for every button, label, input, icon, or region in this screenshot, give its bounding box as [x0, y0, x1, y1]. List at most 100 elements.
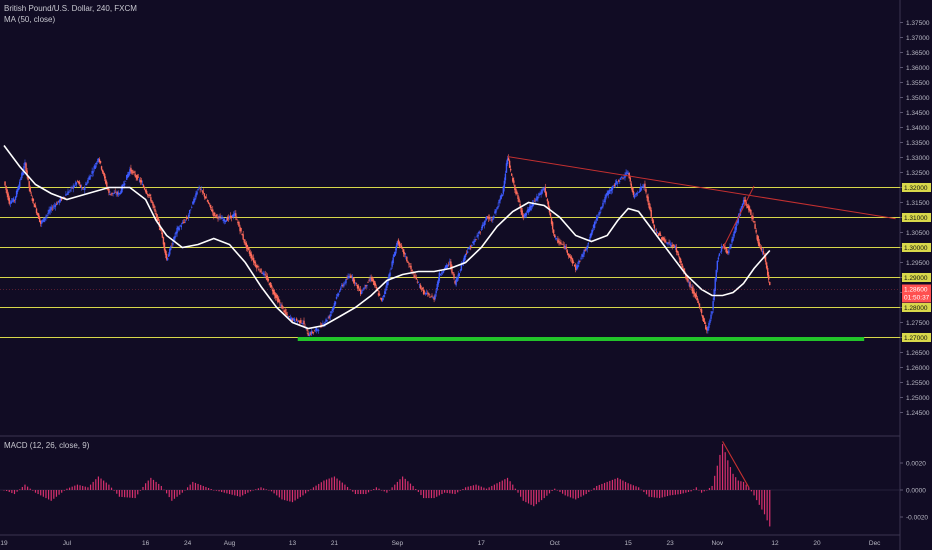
candle-body	[230, 215, 233, 218]
candle-body	[515, 188, 517, 194]
macd-histogram-bar	[394, 484, 396, 490]
candle-body	[92, 171, 94, 173]
candle-body	[268, 283, 271, 286]
candle-body	[611, 186, 614, 190]
candle-body	[665, 241, 667, 243]
candle-body	[698, 303, 701, 308]
candle-body	[765, 262, 768, 269]
macd-histogram-bar	[554, 488, 556, 490]
candle-body	[434, 294, 436, 299]
candle-body	[433, 297, 435, 300]
candle-body	[40, 220, 42, 224]
candle-body	[71, 187, 73, 189]
candle-body	[481, 224, 484, 229]
candle-body	[381, 298, 384, 301]
candle-body	[223, 218, 225, 222]
candle-body	[365, 284, 367, 287]
candle-body	[557, 239, 559, 243]
candle-body	[351, 276, 353, 278]
candle-body	[645, 189, 647, 193]
candle-body	[37, 213, 40, 219]
candle-body	[218, 216, 220, 217]
candle-body	[529, 205, 532, 211]
candle-body	[290, 317, 293, 321]
candle-body	[726, 248, 728, 253]
candle-body	[340, 288, 342, 291]
macd-histogram-bar	[234, 490, 236, 496]
candle-body	[299, 320, 301, 324]
candle-body	[98, 159, 101, 162]
macd-histogram-bar	[221, 490, 223, 493]
macd-histogram-bar	[42, 490, 44, 497]
candle-body	[598, 213, 600, 215]
candle-body	[673, 245, 676, 247]
candle-body	[164, 250, 167, 255]
candle-body	[115, 193, 117, 195]
candle-body	[111, 192, 113, 195]
candle-body	[496, 207, 498, 210]
candle-body	[270, 284, 273, 288]
candle-body	[175, 231, 177, 235]
candle-body	[701, 315, 704, 318]
price-axis-label: 1.37000	[906, 35, 930, 42]
macd-histogram-bar	[126, 490, 128, 498]
candle-body	[405, 256, 407, 257]
candle-body	[646, 195, 648, 198]
macd-histogram-bar	[304, 490, 307, 494]
macd-histogram-bar	[724, 452, 726, 490]
macd-histogram-bar	[596, 485, 598, 490]
candle-body	[653, 225, 656, 229]
candle-body	[356, 284, 359, 289]
candle-body	[361, 292, 363, 294]
candle-body	[77, 181, 80, 184]
candle-body	[539, 193, 541, 195]
macd-histogram-bar	[362, 490, 364, 495]
macd-histogram-bar	[354, 490, 357, 495]
candle-body	[147, 193, 149, 196]
candle-body	[7, 193, 9, 200]
macd-histogram-bar	[284, 490, 286, 501]
candle-body	[261, 272, 263, 274]
candle-body	[379, 297, 382, 299]
candle-body	[629, 177, 631, 182]
candle-body	[177, 226, 179, 229]
candle-body	[331, 308, 334, 312]
candle-body	[269, 282, 272, 288]
candle-body	[30, 194, 32, 196]
macd-histogram-bar	[761, 490, 763, 510]
macd-histogram-bar	[543, 490, 545, 499]
candle-body	[530, 205, 533, 208]
candle-body	[272, 289, 275, 294]
candle-body	[693, 291, 695, 294]
candle-body	[399, 244, 402, 246]
candle-body	[521, 210, 523, 216]
candle-body	[58, 199, 61, 203]
candle-body	[679, 258, 682, 263]
candle-body	[546, 199, 549, 202]
candle-body	[344, 282, 346, 284]
candle-body	[696, 297, 699, 301]
candle-body	[534, 200, 536, 202]
macd-histogram-bar	[522, 490, 524, 501]
candle-body	[57, 200, 60, 202]
candle-body	[109, 193, 111, 195]
time-axis-label: Dec	[869, 540, 881, 547]
candle-body	[390, 268, 392, 270]
candle-body	[153, 205, 155, 209]
candle-body	[181, 222, 184, 224]
macd-histogram-bar	[40, 490, 42, 496]
macd-histogram-bar	[672, 490, 674, 496]
candle-body	[542, 189, 544, 190]
candle-body	[717, 257, 720, 260]
candle-body	[460, 264, 463, 271]
candle-body	[469, 247, 471, 250]
trend-line	[722, 185, 755, 250]
candle-body	[448, 263, 450, 265]
price-axis-label: 1.35500	[906, 80, 930, 87]
last-price-label: 1.28600	[904, 287, 928, 294]
candle-body	[466, 251, 469, 253]
candle-body	[128, 171, 130, 176]
candle-body	[99, 160, 102, 164]
candle-body	[697, 301, 700, 303]
